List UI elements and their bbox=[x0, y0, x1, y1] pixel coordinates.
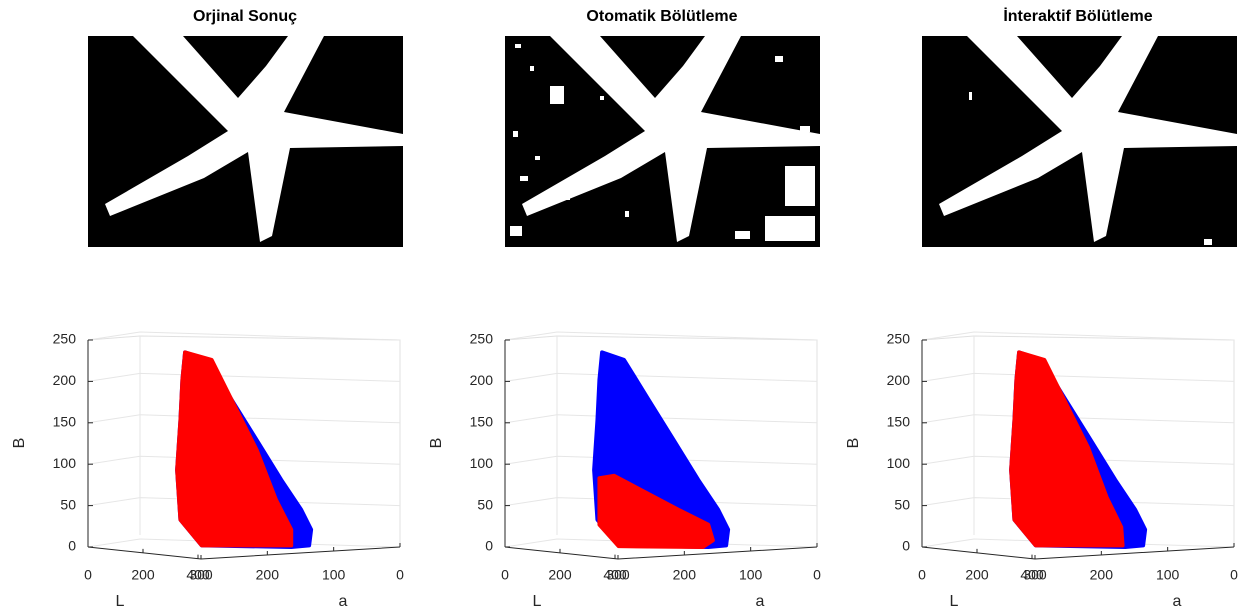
l-tick-label: 200 bbox=[131, 567, 155, 583]
figure: Orjinal Sonuç Otomatik Bölütleme İnterak… bbox=[0, 0, 1253, 613]
y-tick-label: 50 bbox=[894, 496, 910, 512]
y-tick-label: 100 bbox=[53, 455, 77, 471]
l-tick-label: 200 bbox=[965, 567, 989, 583]
a-axis-label: a bbox=[339, 593, 348, 610]
image-title: İnteraktif Bölütleme bbox=[1003, 7, 1152, 25]
x-tick-label: 200 bbox=[673, 567, 697, 583]
point-cloud bbox=[177, 352, 291, 545]
grid-line bbox=[505, 373, 817, 381]
segmentation-image bbox=[922, 36, 1237, 247]
l-tick-label: 400 bbox=[1020, 567, 1044, 583]
x-tick-label: 0 bbox=[813, 567, 821, 583]
page: Orjinal Sonuç Otomatik Bölütleme İnterak… bbox=[0, 0, 1253, 613]
a-axis-label: a bbox=[1173, 593, 1182, 610]
y-tick-label: 200 bbox=[470, 372, 494, 388]
y-tick-label: 250 bbox=[53, 331, 77, 347]
l-tick-label: 0 bbox=[918, 567, 926, 583]
grid-line bbox=[922, 373, 1234, 381]
image-title: Otomatik Bölütleme bbox=[586, 8, 737, 25]
floor-axes bbox=[88, 547, 400, 559]
floor-axes bbox=[922, 547, 1234, 559]
y-axis-label: B bbox=[11, 438, 28, 449]
x-tick-label: 200 bbox=[1090, 567, 1114, 583]
y-tick-label: 200 bbox=[53, 372, 77, 388]
y-axis-label: B bbox=[845, 438, 862, 449]
l-tick-label: 0 bbox=[501, 567, 509, 583]
y-tick-label: 200 bbox=[887, 372, 911, 388]
y-tick-label: 50 bbox=[60, 496, 76, 512]
y-tick-label: 0 bbox=[485, 538, 493, 554]
floor-axes bbox=[505, 547, 817, 559]
segmentation-image bbox=[505, 36, 820, 247]
y-tick-label: 250 bbox=[887, 331, 911, 347]
y-tick-label: 0 bbox=[68, 538, 76, 554]
l-axis-label: L bbox=[533, 593, 542, 610]
l-tick-label: 400 bbox=[186, 567, 210, 583]
l-tick-label: 400 bbox=[603, 567, 627, 583]
segmentation-image bbox=[88, 36, 403, 247]
l-axis-label: L bbox=[950, 593, 959, 610]
a-axis-label: a bbox=[756, 593, 765, 610]
x-tick-label: 0 bbox=[1230, 567, 1238, 583]
x-tick-label: 200 bbox=[256, 567, 280, 583]
l-tick-label: 200 bbox=[548, 567, 572, 583]
point-cloud bbox=[1011, 352, 1122, 545]
l-axis-label: L bbox=[116, 593, 125, 610]
y-tick-label: 0 bbox=[902, 538, 910, 554]
y-tick-label: 250 bbox=[470, 331, 494, 347]
y-tick-label: 150 bbox=[470, 414, 494, 430]
y-tick-label: 100 bbox=[470, 455, 494, 471]
y-tick-label: 150 bbox=[53, 414, 77, 430]
grid-line bbox=[88, 373, 400, 381]
l-tick-label: 0 bbox=[84, 567, 92, 583]
y-axis-label: B bbox=[428, 438, 445, 449]
image-title: Orjinal Sonuç bbox=[193, 8, 297, 25]
x-tick-label: 100 bbox=[1156, 567, 1180, 583]
x-tick-label: 100 bbox=[739, 567, 763, 583]
y-tick-label: 50 bbox=[477, 496, 493, 512]
x-tick-label: 100 bbox=[322, 567, 346, 583]
y-tick-label: 150 bbox=[887, 414, 911, 430]
y-tick-label: 100 bbox=[887, 455, 911, 471]
x-tick-label: 0 bbox=[396, 567, 404, 583]
